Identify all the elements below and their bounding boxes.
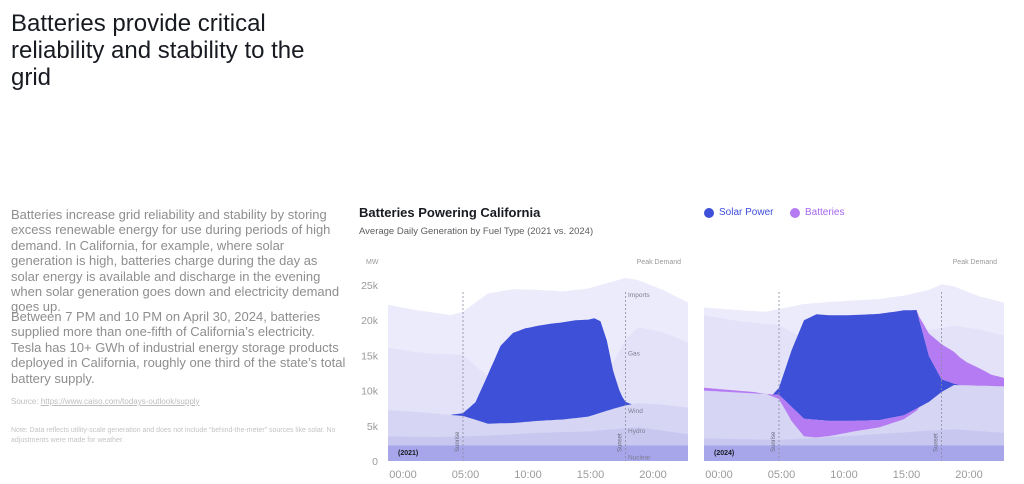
footnote: Note: Data reflects utility-scale genera…: [11, 427, 336, 444]
x-tick-label: 05:00: [768, 469, 796, 481]
intro-paragraph: Batteries increase grid reliability and …: [11, 207, 340, 315]
x-tick-label: 20:00: [955, 469, 983, 481]
stats-paragraph: Between 7 PM and 10 PM on April 30, 2024…: [11, 309, 346, 386]
x-tick-label: 20:00: [639, 469, 667, 481]
y-tick-label: 5k: [367, 421, 379, 433]
sunrise-label: Sunrise: [455, 431, 461, 452]
source-link[interactable]: https://www.caiso.com/todays-outlook/sup…: [40, 397, 200, 406]
nuclear-area: [704, 445, 1004, 461]
year-label: (2024): [714, 450, 734, 457]
label-wind: Wind: [628, 408, 643, 415]
page-headline: Batteries provide critical reliability a…: [11, 10, 305, 91]
solar-area: [388, 318, 688, 424]
peak-demand-label: Peak Demand: [637, 259, 681, 266]
source-line: Source: https://www.caiso.com/todays-out…: [11, 397, 200, 406]
legend-item-batteries: Batteries: [790, 207, 844, 218]
sunset-label: Sunset: [618, 433, 624, 452]
sunrise-label: Sunrise: [771, 431, 777, 452]
label-gas: Gas: [628, 350, 641, 357]
chart-title: Batteries Powering California: [359, 205, 541, 220]
x-tick-label: 10:00: [830, 469, 858, 481]
legend-solar-swatch: [704, 207, 714, 218]
label-imports: Imports: [628, 292, 650, 299]
legend-batteries-label: Batteries: [805, 207, 845, 218]
x-tick-label: 10:00: [514, 469, 542, 481]
y-tick-label: 20k: [361, 315, 379, 327]
x-tick-label: 00:00: [705, 469, 733, 481]
y-unit-label: MW: [366, 259, 379, 266]
legend-batteries-swatch: [790, 207, 800, 218]
x-tick-label: 15:00: [577, 469, 605, 481]
y-tick-label: 0: [372, 456, 378, 468]
y-tick-label: 10k: [361, 386, 379, 398]
source-label: Source:: [11, 397, 39, 406]
batteries-discharge-area: [704, 310, 1004, 395]
y-tick-label: 15k: [361, 350, 379, 362]
x-tick-label: 05:00: [452, 469, 480, 481]
label-hydro: Hydro: [628, 428, 646, 435]
label-nuclear: Nuclear: [628, 455, 651, 462]
year-label: (2021): [398, 450, 418, 457]
x-tick-label: 00:00: [389, 469, 417, 481]
peak-demand-label: Peak Demand: [953, 259, 997, 266]
y-tick-label: 25k: [361, 280, 379, 292]
legend-solar-label: Solar Power: [719, 207, 774, 218]
sunset-label: Sunset: [934, 433, 940, 452]
chart-subtitle: Average Daily Generation by Fuel Type (2…: [359, 226, 594, 237]
batteries-charge-area: [704, 385, 1004, 438]
x-tick-label: 15:00: [893, 469, 921, 481]
legend-item-solar: Solar Power: [704, 207, 773, 218]
